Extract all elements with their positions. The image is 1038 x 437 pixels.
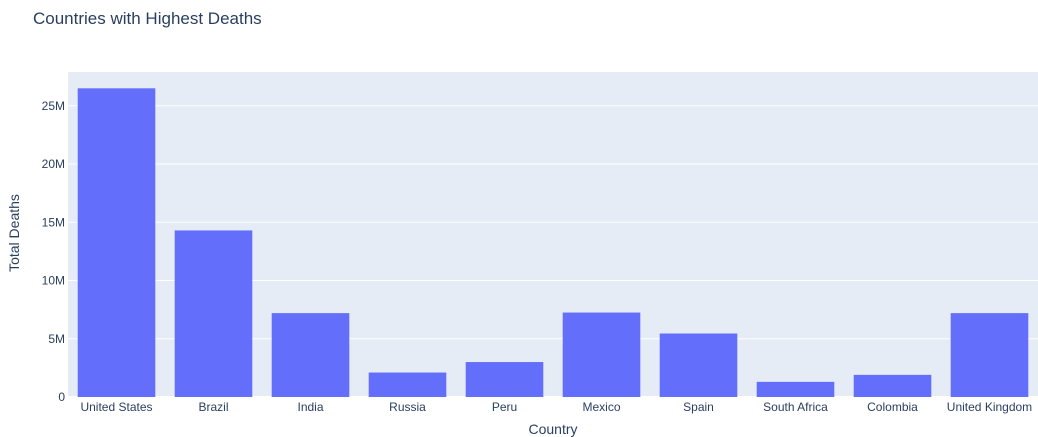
x-tick-label: United States (80, 400, 152, 414)
bar[interactable] (756, 381, 835, 397)
bars (77, 88, 1029, 398)
bar[interactable] (368, 372, 447, 397)
x-tick-label: South Africa (763, 400, 828, 414)
bar[interactable] (853, 374, 932, 397)
x-tick-label: Russia (389, 400, 426, 414)
x-tick-label: Brazil (198, 400, 228, 414)
y-axis-title: Total Deaths (6, 194, 22, 272)
y-tick-label: 15M (42, 215, 65, 229)
bar[interactable] (271, 313, 350, 397)
y-tick-label: 5M (48, 332, 65, 346)
bar[interactable] (174, 230, 253, 397)
y-tick-label: 20M (42, 157, 65, 171)
x-axis-ticks: United States Brazil India Russia Peru Mexico… (80, 400, 1032, 414)
bar[interactable] (465, 362, 544, 397)
x-tick-label: Peru (492, 400, 517, 414)
chart-title: Countries with Highest Deaths (33, 9, 262, 28)
y-tick-label: 25M (42, 99, 65, 113)
x-tick-label: Spain (683, 400, 714, 414)
y-axis-ticks: 0 5M 10M 15M 20M 25M (42, 99, 66, 404)
x-tick-label: United Kingdom (947, 400, 1032, 414)
bar[interactable] (659, 333, 738, 397)
x-tick-label: Mexico (582, 400, 620, 414)
y-tick-label: 0 (58, 390, 65, 404)
x-axis-title: Country (528, 421, 577, 437)
x-tick-label: India (297, 400, 323, 414)
bar[interactable] (562, 312, 641, 397)
bar[interactable] (950, 313, 1029, 397)
y-tick-label: 10M (42, 274, 65, 288)
bar[interactable] (77, 88, 156, 398)
x-tick-label: Colombia (867, 400, 918, 414)
